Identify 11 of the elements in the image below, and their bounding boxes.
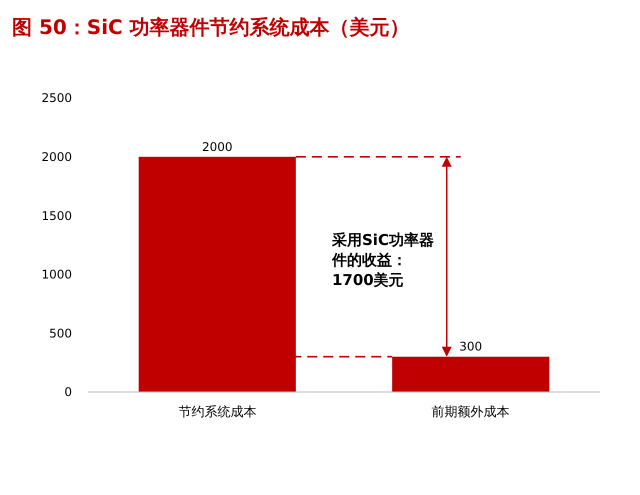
y-tick-label: 1000 xyxy=(41,268,72,282)
x-tick-label: 节约系统成本 xyxy=(178,405,256,420)
y-tick-label: 0 xyxy=(64,385,72,400)
y-tick-label: 2000 xyxy=(41,150,72,164)
chart-title: 图 50：SiC 功率器件节约系统成本（美元） xyxy=(12,15,410,39)
y-tick-label: 1500 xyxy=(41,208,72,223)
y-tick-label: 500 xyxy=(49,326,72,340)
data-label: 300 xyxy=(459,340,482,354)
y-tick-label: 2500 xyxy=(41,91,72,106)
data-label: 2000 xyxy=(202,140,233,154)
x-tick-label: 前期额外成本 xyxy=(432,405,510,420)
